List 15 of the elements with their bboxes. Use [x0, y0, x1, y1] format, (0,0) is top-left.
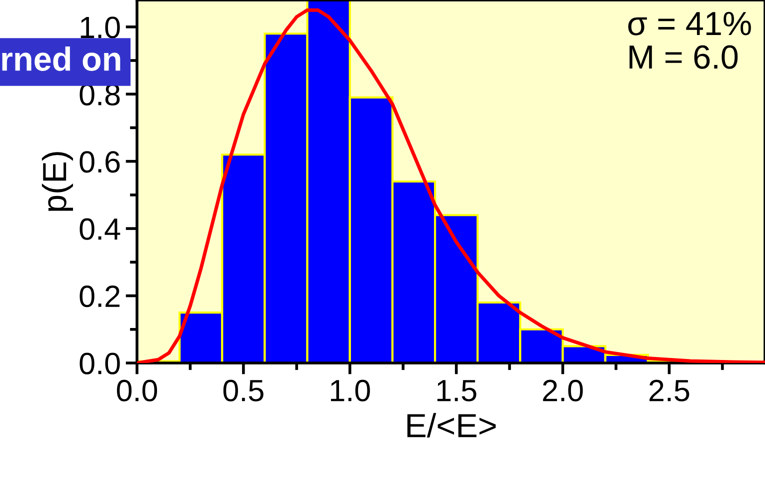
x-tick-label: 2.5	[650, 380, 690, 402]
y-axis-title: p(E)	[42, 152, 73, 211]
x-axis-title: E/<E>	[407, 413, 496, 438]
x-tick-label: 2.0	[543, 380, 583, 402]
y-tick-label: 1.0	[80, 16, 120, 38]
y-tick-label: 0.2	[80, 286, 120, 308]
x-tick-label: 0.5	[223, 380, 264, 402]
y-tick-label: 0.4	[80, 218, 120, 240]
y-tick-label: 0.6	[80, 151, 120, 173]
text: rned on	[2, 46, 120, 71]
x-tick-label: 0.0	[116, 380, 158, 402]
y-tick-label: 0.0	[80, 352, 120, 374]
annotation: σ = 41% M = 6.0	[628, 12, 751, 69]
x-tick-label: 1.0	[330, 380, 370, 402]
x-tick-label: 1.5	[437, 380, 476, 402]
